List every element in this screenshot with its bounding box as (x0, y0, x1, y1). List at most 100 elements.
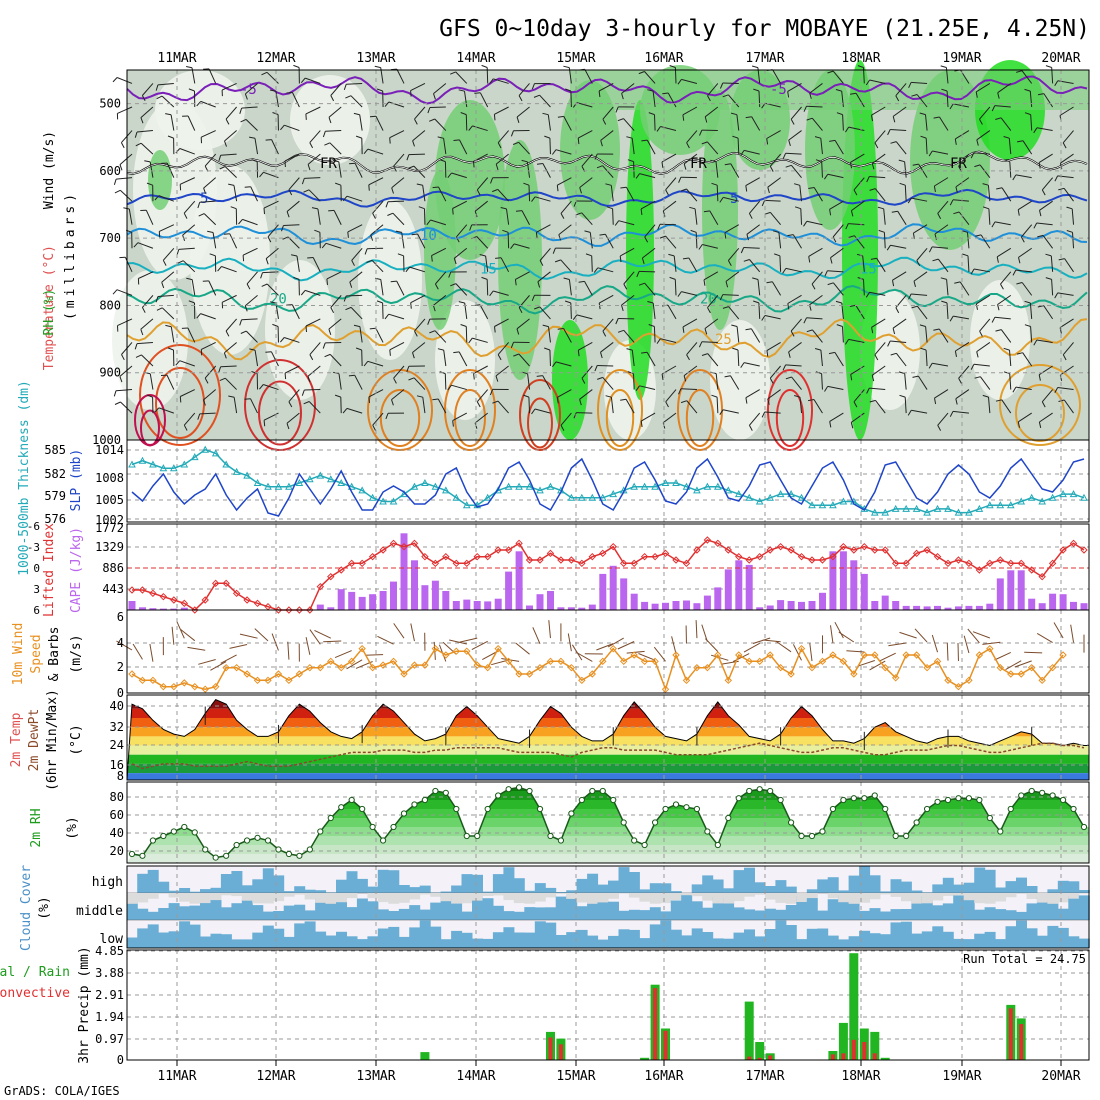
wind-barb-flag (330, 95, 335, 102)
lifted-index-point (515, 539, 523, 548)
wind-barb (715, 161, 719, 178)
wind-barb (560, 200, 572, 214)
isotherm-label: FR (320, 156, 337, 172)
wind-barb (869, 291, 886, 296)
wind10m-barb (809, 643, 813, 662)
wind-barb (120, 401, 133, 414)
wind-barb-flag (954, 138, 957, 145)
wind-barb-flag (140, 329, 144, 336)
wind-barb (330, 83, 342, 96)
wind-barb-flag (585, 253, 592, 257)
isotherm-cell (1015, 384, 1065, 442)
cloud-bar (492, 905, 504, 920)
lifted-index-point (347, 559, 356, 568)
wind-barb-flag (155, 84, 159, 91)
wind-barb (284, 153, 300, 162)
cloud-bar (189, 924, 201, 948)
wind-barb-flag (281, 225, 284, 232)
wind-barb (451, 172, 467, 179)
wind-barb-flag (808, 256, 811, 263)
wind-barb-flag (641, 257, 645, 264)
wind-barb (497, 342, 509, 355)
wind-barb (791, 376, 802, 390)
cloud-gray-bar (848, 893, 860, 904)
cloud-bar (890, 922, 902, 948)
wind-barb-flag (761, 200, 766, 207)
wind-barb-flag (707, 307, 711, 314)
wind-barb-flag (600, 140, 603, 147)
wind-barb (778, 232, 782, 249)
wind-barb-flag (280, 337, 285, 343)
cloud-bar (942, 877, 954, 893)
cloud-bar (545, 887, 557, 893)
wind-barb-flag (411, 233, 418, 236)
rh-moist-blob (626, 100, 654, 400)
rh2m-point (610, 796, 617, 804)
ua-ylabel-unit: (millibars) (63, 190, 78, 320)
wind-barb (254, 350, 259, 367)
cloud-gray-bar (963, 893, 975, 901)
wind-barb (388, 313, 405, 320)
wind10m-point (201, 685, 209, 693)
wind-barb-flag (949, 103, 954, 110)
wind-barb-flag (577, 350, 580, 357)
wind-barb (141, 354, 154, 367)
lifted-index-point (170, 596, 178, 604)
wind-barb-flag (551, 361, 557, 368)
wind-barb-flag (345, 306, 352, 311)
wind-barb (1060, 365, 1074, 376)
wind-barb-flag (974, 164, 981, 168)
wind-barb (534, 196, 551, 202)
wind-barb-flag (447, 384, 452, 391)
wind-barb (389, 130, 405, 139)
cloud-gray-bar (377, 893, 389, 903)
pressure-tick: 700 (99, 231, 121, 245)
wind-barb-flag (301, 389, 305, 396)
wind-barb (1018, 412, 1032, 423)
wind-barb-flag (343, 84, 347, 91)
wind-barb (959, 281, 970, 296)
wind-barb (771, 281, 782, 296)
wind10m-point (944, 676, 952, 685)
wind-barb (621, 83, 635, 94)
wind10m-point (557, 657, 565, 666)
wind-barb (979, 106, 991, 120)
cloud-bar (482, 938, 494, 948)
rh-dry-blob (155, 70, 245, 150)
wind-barb-flag (468, 337, 473, 344)
thickness-point (222, 460, 230, 468)
wind-barb-flag (249, 348, 256, 351)
lifted-index-point (954, 556, 963, 564)
thickness-point (745, 493, 754, 501)
wind-barb (1030, 114, 1033, 131)
wind-barb-flag (493, 114, 496, 121)
wind-barb-flag (324, 353, 331, 358)
wind-barb-flag (533, 94, 540, 98)
wind-barb (681, 291, 698, 296)
wind-barb (270, 351, 279, 367)
wind-barb-flag (617, 329, 624, 333)
cloud-gray-bar (346, 893, 358, 899)
cloud-bar (346, 936, 358, 948)
wind-barb (242, 218, 258, 226)
wind-barb-flag (787, 234, 794, 237)
time-label-top: 15MAR (556, 51, 595, 66)
wind-barb (841, 91, 844, 108)
wind-barb (597, 267, 614, 273)
wind10m-point (1048, 663, 1057, 672)
cloud-bar (576, 929, 588, 948)
slp-labels: 1000-500mb Thickness (dm) SLP (mb) (17, 380, 84, 576)
wind-barb-flag (534, 306, 540, 310)
wind10m-point (536, 663, 544, 672)
lifted-index-point (808, 556, 816, 564)
wind10m-point (232, 663, 241, 672)
wind10m-barb (653, 646, 666, 662)
wind-barb-flag (1012, 174, 1017, 181)
wind-barb (800, 208, 803, 225)
wind-barb (745, 389, 760, 399)
wind-barb-flag (958, 378, 962, 384)
rh2m-point (965, 795, 973, 802)
wind-barb-flag (531, 408, 536, 415)
isotherm-label: 20 (700, 292, 717, 308)
